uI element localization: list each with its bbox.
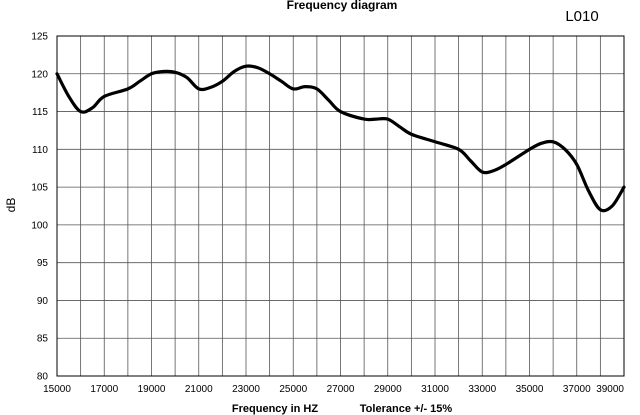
y-tick-labels: 80 85 90 95 100 105 110 115 120 125 (31, 32, 48, 383)
x-tick-label: 39000 (596, 384, 624, 395)
y-tick-label: 95 (37, 258, 49, 269)
x-tick-label: 21000 (185, 384, 213, 395)
x-tick-label: 35000 (516, 384, 544, 395)
tolerance-label: Tolerance +/- 15% (360, 403, 453, 415)
x-tick-label: 33000 (468, 384, 496, 395)
x-tick-label: 23000 (232, 384, 260, 395)
y-tick-label: 100 (31, 220, 48, 231)
y-tick-label: 120 (31, 69, 48, 80)
chart-title: Frequency diagram (287, 0, 398, 12)
x-tick-label: 37000 (563, 384, 591, 395)
x-tick-labels: 15000 17000 19000 21000 23000 25000 27000 29000… (43, 384, 624, 395)
frequency-response-line (55, 64, 626, 213)
y-tick-label: 125 (31, 32, 48, 43)
x-tick-label: 25000 (279, 384, 307, 395)
y-tick-label: 80 (37, 372, 49, 383)
y-tick-label: 110 (32, 145, 48, 156)
plot-area (56, 35, 625, 377)
x-tick-label: 31000 (421, 384, 449, 395)
grid-lines (56, 35, 625, 377)
x-axis-label: Frequency in HZ (232, 403, 318, 415)
x-tick-label: 27000 (327, 384, 355, 395)
y-axis-label: dB (4, 198, 18, 213)
x-tick-label: 19000 (138, 384, 166, 395)
y-tick-label: 105 (31, 183, 48, 194)
x-tick-label: 17000 (90, 384, 118, 395)
model-label: L010 (565, 8, 598, 25)
x-tick-label: 29000 (374, 384, 402, 395)
x-tick-label: 15000 (43, 384, 71, 395)
y-tick-label: 85 (37, 334, 49, 345)
y-tick-label: 90 (37, 296, 49, 307)
y-tick-label: 115 (32, 107, 48, 118)
